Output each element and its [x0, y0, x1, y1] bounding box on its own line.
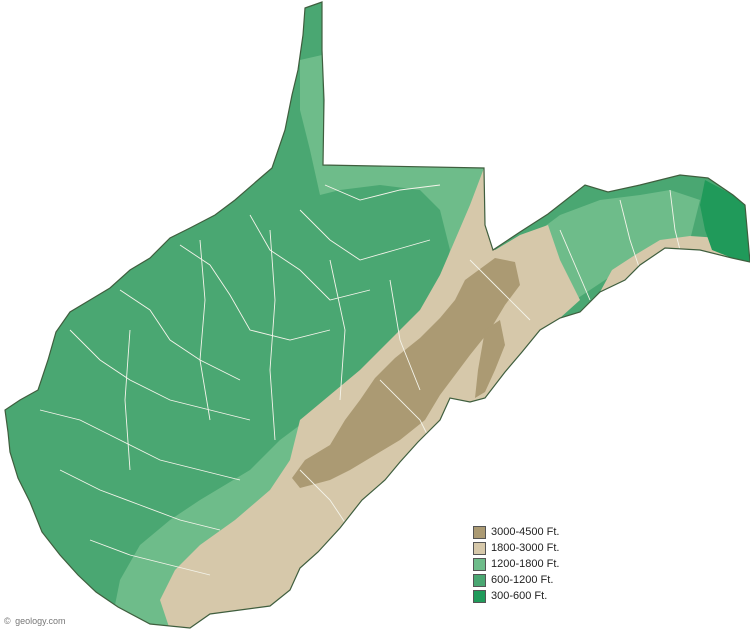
legend-label: 1800-3000 Ft.: [491, 541, 560, 554]
elevation-300-600-region: [700, 180, 750, 262]
legend-item: 1200-1800 Ft.: [473, 556, 613, 572]
legend-swatch: [473, 574, 486, 588]
legend-item: 300-600 Ft.: [473, 589, 613, 605]
elevation-3000-4500-region: [292, 258, 520, 488]
elevation-600-1200-region: [5, 2, 750, 628]
legend-swatch: [473, 590, 486, 604]
state-outline: [4, 1, 750, 629]
copyright-icon: ©: [4, 616, 11, 626]
credit-text: geology.com: [15, 616, 66, 626]
legend-label: 1200-1800 Ft.: [491, 557, 560, 570]
legend-swatch: [473, 525, 486, 539]
elevation-3000-4500-ridge: [475, 320, 505, 398]
legend-swatch: [473, 557, 486, 571]
credit: © geology.com: [4, 616, 66, 626]
legend-item: 3000-4500 Ft.: [473, 524, 613, 540]
legend-label: 3000-4500 Ft.: [491, 525, 560, 538]
legend-item: 600-1200 Ft.: [473, 573, 613, 589]
legend-label: 600-1200 Ft.: [491, 574, 554, 587]
legend-swatch: [473, 541, 486, 555]
legend-item: 1800-3000 Ft.: [473, 540, 613, 556]
legend-label: 300-600 Ft.: [491, 590, 548, 603]
elevation-legend: 3000-4500 Ft. 1800-3000 Ft. 1200-1800 Ft. 6…: [473, 524, 613, 605]
